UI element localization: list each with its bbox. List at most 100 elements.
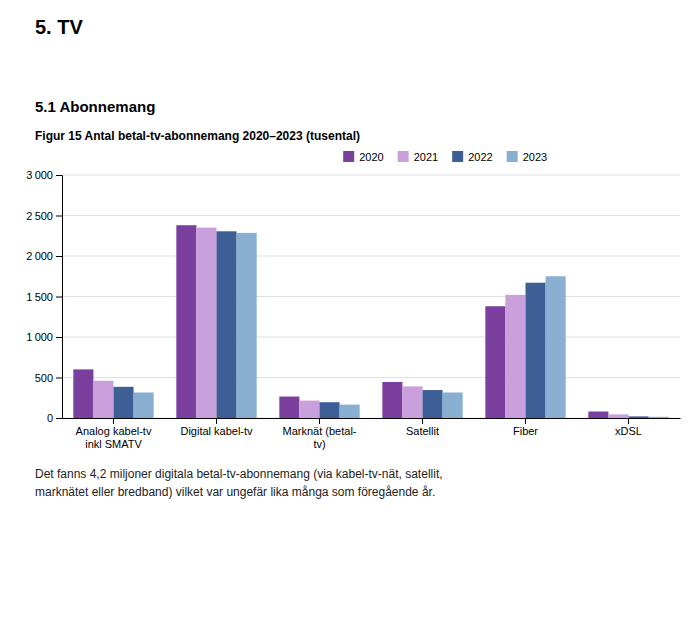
bar — [73, 369, 93, 418]
y-tick-label: 1 500 — [26, 291, 53, 303]
bar — [196, 228, 216, 418]
y-tick-mark — [56, 378, 62, 379]
x-tick-mark — [422, 418, 423, 424]
bar — [320, 402, 340, 418]
y-tick-label: 0 — [47, 412, 53, 424]
x-tick: Fiber — [513, 418, 538, 437]
annotation-line: marknätet eller bredband) vilket var ung… — [35, 485, 435, 499]
legend-item: 2021 — [398, 151, 438, 163]
x-tick: Analog kabel-tvinkl SMATV — [76, 418, 152, 450]
grid-line — [62, 377, 680, 378]
y-tick: 2 500 — [26, 210, 62, 222]
y-tick: 1 500 — [26, 291, 62, 303]
legend-swatch — [452, 151, 463, 162]
legend-item: 2023 — [507, 151, 547, 163]
x-tick-label: xDSL — [615, 425, 642, 437]
y-tick: 2 000 — [26, 250, 62, 262]
x-tick-mark — [319, 418, 320, 424]
x-axis: Analog kabel-tvinkl SMATV Digital kabel-t… — [63, 418, 681, 450]
y-tick-mark — [56, 297, 62, 298]
x-tick-label-line: inkl SMATV — [85, 438, 142, 450]
bar — [114, 387, 134, 418]
bar — [608, 414, 628, 418]
bar — [505, 295, 525, 418]
y-tick: 1 000 — [26, 331, 62, 343]
bar — [340, 405, 360, 418]
grid — [62, 175, 680, 418]
x-tick-label-line: Marknät (betal- — [283, 425, 357, 437]
x-tick-label: Satellit — [406, 425, 439, 437]
legend-label: 2020 — [359, 151, 383, 163]
legend-swatch — [507, 151, 518, 162]
chart: 5. TV 5.1 Abonnemang Figur 15 Antal betal-… — [0, 0, 700, 618]
x-tick-label: Fiber — [513, 425, 538, 437]
x-axis-line — [63, 418, 681, 419]
bar — [649, 417, 669, 418]
x-tick-label-line: Fiber — [513, 425, 538, 437]
grid-line — [62, 418, 680, 419]
x-tick-mark — [113, 418, 114, 424]
x-tick-label-line: Satellit — [406, 425, 439, 437]
bar — [237, 233, 257, 418]
bar — [299, 401, 319, 418]
y-axis-line — [56, 176, 63, 419]
y-tick-label: 1 000 — [26, 331, 53, 343]
x-tick: Digital kabel-tv — [180, 418, 253, 437]
legend: 2020 2021 2022 2023 — [343, 151, 547, 163]
y-tick-mark — [56, 175, 62, 176]
grid-line — [62, 296, 680, 297]
bar — [629, 416, 649, 418]
x-tick-label-line: Analog kabel-tv — [76, 425, 152, 437]
legend-swatch — [343, 151, 354, 162]
bar — [402, 386, 422, 418]
legend-item: 2022 — [452, 151, 492, 163]
y-tick: 0 — [47, 412, 62, 424]
x-tick-label-line: Digital kabel-tv — [180, 425, 253, 437]
bar — [176, 225, 196, 418]
annotation-line: Det fanns 4,2 miljoner digitala betal-tv… — [35, 467, 443, 481]
x-tick-label: Analog kabel-tvinkl SMATV — [76, 425, 152, 450]
x-tick: Satellit — [406, 418, 439, 437]
grid-line — [62, 256, 680, 257]
subtitle: 5.1 Abonnemang — [35, 98, 155, 115]
annotation: Det fanns 4,2 miljoner digitala betal-tv… — [35, 467, 443, 499]
y-tick-label: 500 — [35, 372, 53, 384]
bar — [423, 390, 443, 418]
x-tick-label-line: tv) — [313, 438, 325, 450]
grid-line — [62, 337, 680, 338]
grid-line — [62, 215, 680, 216]
x-tick: xDSL — [615, 418, 642, 437]
legend-label: 2021 — [414, 151, 438, 163]
subtitle: Figur 15 Antal betal-tv-abonnemang 2020–… — [35, 129, 360, 143]
y-tick-mark — [56, 256, 62, 257]
y-axis: 0 500 1 000 1 500 2 000 2 500 3 000 — [26, 169, 62, 424]
x-tick-label: Marknät (betal-tv) — [283, 425, 357, 450]
legend-label: 2022 — [468, 151, 492, 163]
bar — [279, 397, 299, 418]
bar — [546, 276, 566, 418]
y-tick-mark — [56, 337, 62, 338]
y-tick-label: 2 000 — [26, 250, 53, 262]
grid-line — [62, 175, 680, 176]
legend-item: 2020 — [343, 151, 383, 163]
y-tick: 3 000 — [26, 169, 62, 181]
bar-series — [73, 225, 608, 418]
x-tick: Marknät (betal-tv) — [283, 418, 357, 450]
y-tick: 500 — [35, 372, 62, 384]
x-tick-mark — [628, 418, 629, 424]
y-tick-label: 2 500 — [26, 210, 53, 222]
bar-series — [93, 228, 628, 418]
bar — [526, 283, 546, 418]
bar — [382, 382, 402, 418]
y-tick-mark — [56, 216, 62, 217]
x-tick-mark — [525, 418, 526, 424]
bar — [485, 306, 505, 418]
bar — [588, 412, 608, 418]
bar — [93, 381, 113, 418]
x-tick-label-line: xDSL — [615, 425, 642, 437]
y-tick-label: 3 000 — [26, 169, 53, 181]
title: 5. TV — [35, 16, 83, 38]
bar — [217, 231, 237, 418]
bars — [73, 225, 668, 418]
legend-label: 2023 — [523, 151, 547, 163]
